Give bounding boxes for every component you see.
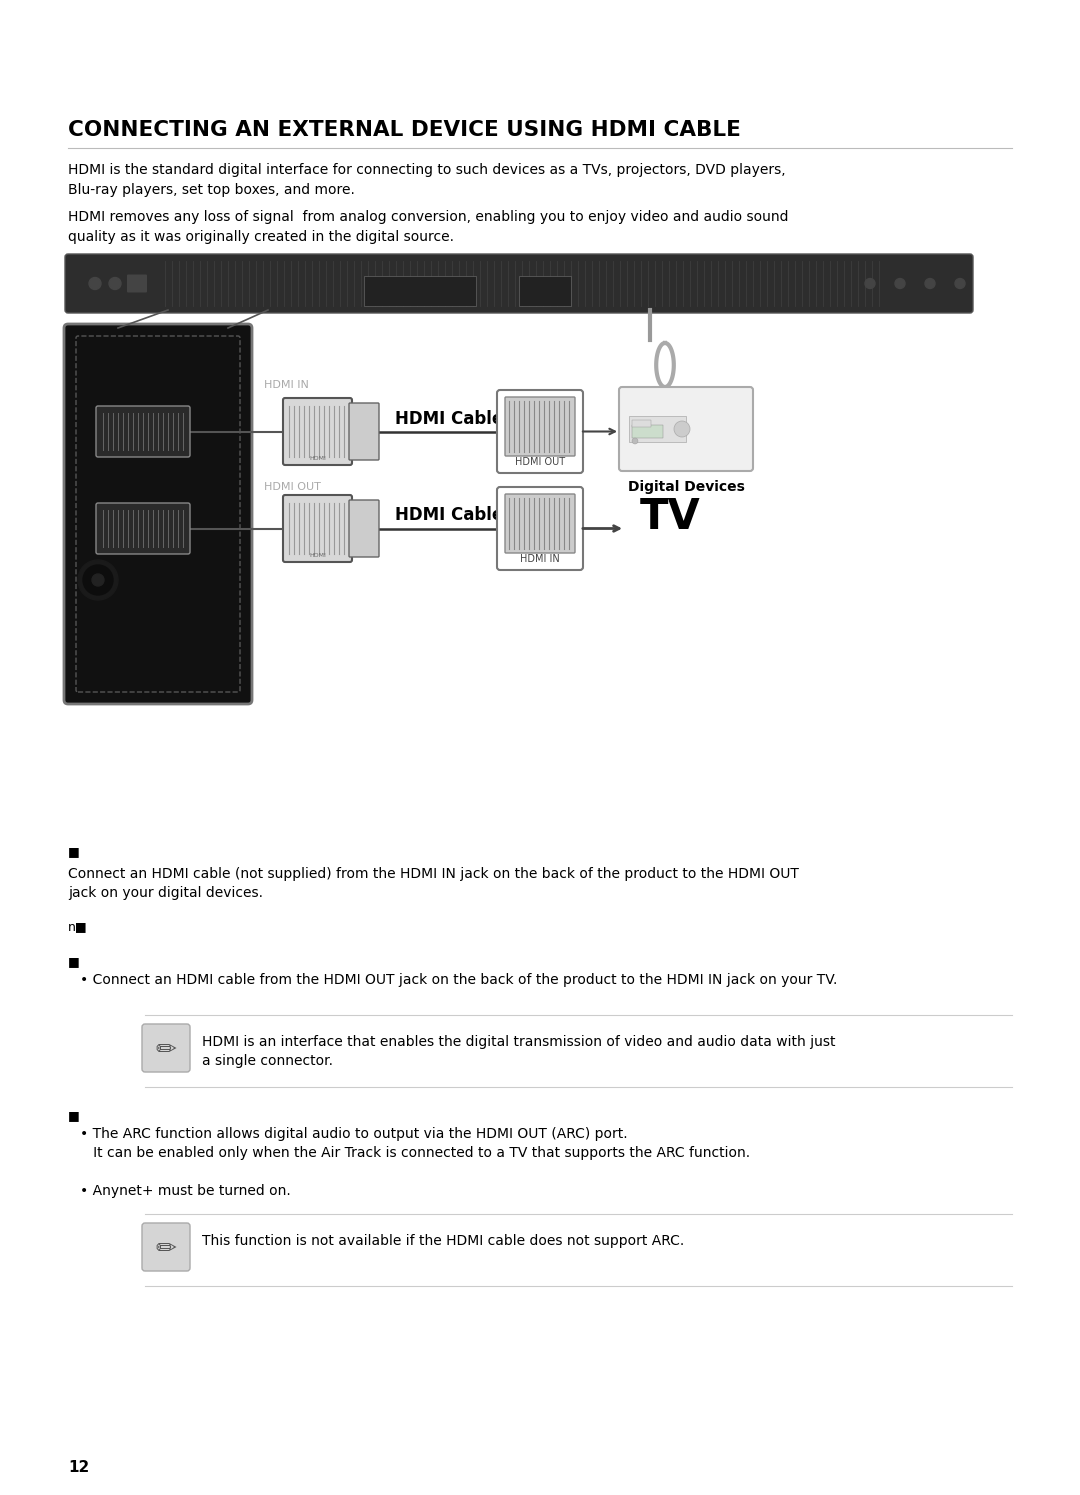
Text: ■: ■ xyxy=(68,1109,80,1123)
Text: HDMI: HDMI xyxy=(309,553,326,558)
Circle shape xyxy=(955,278,966,289)
Text: • The ARC function allows digital audio to output via the HDMI OUT (ARC) port.
 : • The ARC function allows digital audio … xyxy=(80,1127,751,1160)
Text: ■: ■ xyxy=(68,955,80,967)
FancyBboxPatch shape xyxy=(141,1223,190,1271)
FancyBboxPatch shape xyxy=(96,407,190,457)
Text: Connect an HDMI cable (not supplied) from the HDMI IN jack on the back of the pr: Connect an HDMI cable (not supplied) fro… xyxy=(68,867,799,900)
Text: n■: n■ xyxy=(68,919,87,933)
Text: HDMI is an interface that enables the digital transmission of video and audio da: HDMI is an interface that enables the di… xyxy=(202,1035,836,1069)
FancyBboxPatch shape xyxy=(505,493,575,553)
FancyBboxPatch shape xyxy=(497,487,583,570)
FancyBboxPatch shape xyxy=(619,387,753,471)
FancyBboxPatch shape xyxy=(632,425,662,438)
Text: HDMI IN: HDMI IN xyxy=(264,380,309,390)
Text: • Connect an HDMI cable from the HDMI OUT jack on the back of the product to the: • Connect an HDMI cable from the HDMI OU… xyxy=(80,973,837,987)
Text: • Anynet+ must be turned on.: • Anynet+ must be turned on. xyxy=(80,1184,291,1197)
FancyBboxPatch shape xyxy=(364,277,476,306)
Text: HDMI IN: HDMI IN xyxy=(521,555,559,564)
FancyBboxPatch shape xyxy=(349,499,379,558)
FancyBboxPatch shape xyxy=(632,420,650,426)
FancyBboxPatch shape xyxy=(283,495,352,562)
FancyBboxPatch shape xyxy=(64,324,252,704)
FancyBboxPatch shape xyxy=(283,398,352,465)
Text: ✏: ✏ xyxy=(156,1038,176,1061)
Circle shape xyxy=(865,278,875,289)
FancyBboxPatch shape xyxy=(141,1024,190,1072)
FancyBboxPatch shape xyxy=(127,275,147,293)
Text: HDMI removes any loss of signal  from analog conversion, enabling you to enjoy v: HDMI removes any loss of signal from ana… xyxy=(68,209,788,244)
Circle shape xyxy=(78,561,118,599)
Text: HDMI: HDMI xyxy=(309,456,326,460)
Text: HDMI is the standard digital interface for connecting to such devices as a TVs, : HDMI is the standard digital interface f… xyxy=(68,163,785,197)
FancyBboxPatch shape xyxy=(629,416,686,443)
Circle shape xyxy=(632,438,638,444)
Circle shape xyxy=(674,422,690,437)
FancyBboxPatch shape xyxy=(505,398,575,456)
Text: CONNECTING AN EXTERNAL DEVICE USING HDMI CABLE: CONNECTING AN EXTERNAL DEVICE USING HDMI… xyxy=(68,120,741,141)
FancyBboxPatch shape xyxy=(349,404,379,460)
Text: HDMI OUT: HDMI OUT xyxy=(515,457,565,466)
Circle shape xyxy=(89,278,102,290)
Text: This function is not available if the HDMI cable does not support ARC.: This function is not available if the HD… xyxy=(202,1233,685,1248)
FancyBboxPatch shape xyxy=(519,277,571,306)
Circle shape xyxy=(924,278,935,289)
FancyBboxPatch shape xyxy=(497,390,583,472)
Circle shape xyxy=(83,565,113,595)
Text: ■: ■ xyxy=(68,845,80,858)
Text: HDMI Cable: HDMI Cable xyxy=(395,410,503,428)
Circle shape xyxy=(109,278,121,290)
Text: Digital Devices: Digital Devices xyxy=(627,480,744,493)
Text: ✏: ✏ xyxy=(156,1236,176,1260)
Text: HDMI Cable: HDMI Cable xyxy=(395,505,503,525)
Circle shape xyxy=(92,574,104,586)
Text: HDMI OUT: HDMI OUT xyxy=(264,481,321,492)
FancyBboxPatch shape xyxy=(96,502,190,555)
Circle shape xyxy=(895,278,905,289)
Text: 12: 12 xyxy=(68,1461,90,1476)
Text: TV: TV xyxy=(640,496,701,538)
FancyBboxPatch shape xyxy=(65,254,973,312)
